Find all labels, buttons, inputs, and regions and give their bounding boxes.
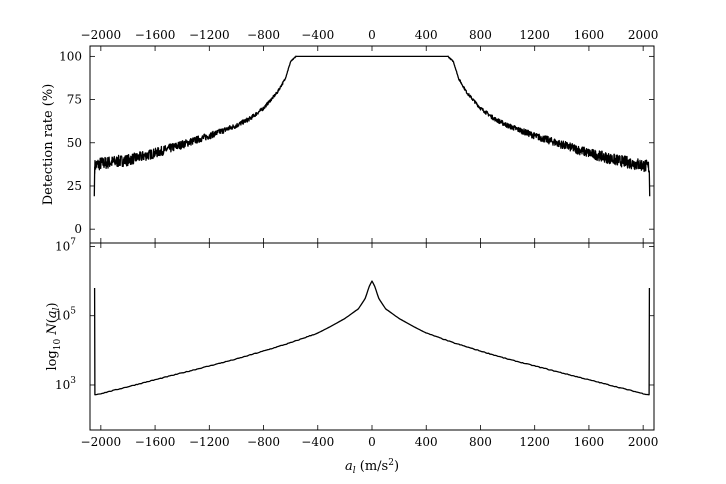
top-x-tick-label: 1200	[519, 28, 550, 42]
bottom-panel-x-ticks: −2000 −1600 −1200 −800 −400 0 400 800 1200 1600 20…	[81, 243, 659, 449]
top-x-tick-label: −400	[301, 28, 334, 42]
top-x-tick-label: −1600	[135, 28, 176, 42]
bot-y-tick-exponent: 7	[70, 237, 76, 247]
bottom-y-label-close: )	[45, 302, 60, 307]
count-series-line	[93, 280, 651, 396]
top-panel-x-ticks: −2000 −1600 −1200 −800 −400 0 400 800 1200 1600 20…	[81, 28, 659, 243]
bottom-y-label-l: l	[52, 307, 62, 310]
bot-x-tick-label: 1200	[519, 435, 550, 449]
bottom-panel-y-axis-label: log10 N(al)	[45, 302, 63, 370]
bot-y-tick-label: 103	[55, 376, 76, 392]
bot-y-tick-exponent: 3	[70, 376, 76, 386]
top-x-tick-label: −2000	[81, 28, 122, 42]
bottom-panel-frame	[89, 242, 655, 431]
top-y-tick-label: 100	[59, 49, 82, 63]
detection-rate-series-line	[93, 55, 651, 197]
bot-x-tick-label: −2000	[81, 435, 122, 449]
bot-x-tick-label: −1600	[135, 435, 176, 449]
bottom-y-label-paren: (	[45, 318, 60, 323]
bot-x-tick-label: 0	[368, 435, 376, 449]
top-x-tick-label: 400	[415, 28, 438, 42]
top-y-tick-label: 25	[67, 179, 82, 193]
bot-x-tick-label: −800	[247, 435, 280, 449]
top-y-tick-label: 75	[67, 93, 82, 107]
bot-x-tick-label: −400	[301, 435, 334, 449]
bot-y-tick-exponent: 5	[70, 307, 76, 317]
x-label-units: (m/s	[356, 459, 389, 474]
count-panel: −2000 −1600 −1200 −800 −400 0 400 800 1200 1600 20…	[45, 237, 658, 476]
bot-x-tick-label: 800	[469, 435, 492, 449]
bottom-y-label-a: a	[45, 310, 60, 318]
top-x-tick-label: 800	[469, 28, 492, 42]
top-x-tick-label: −800	[247, 28, 280, 42]
bottom-panel-x-axis-label: al (m/s2)	[345, 458, 399, 476]
top-panel-y-axis-label: Detection rate (%)	[41, 84, 56, 206]
bot-x-tick-label: −1200	[189, 435, 230, 449]
x-label-close: )	[394, 459, 399, 474]
top-y-tick-label: 50	[67, 136, 82, 150]
bot-x-tick-label: 400	[415, 435, 438, 449]
top-x-tick-label: −1200	[189, 28, 230, 42]
bot-x-tick-label: 1600	[574, 435, 605, 449]
bottom-y-label-subscript: 10	[53, 339, 63, 351]
x-label-a: a	[345, 459, 353, 474]
bottom-y-label-n: N	[45, 323, 60, 339]
x-label-l: l	[353, 466, 356, 476]
bot-x-tick-label: 2000	[628, 435, 659, 449]
x-label-exp: 2	[388, 458, 394, 468]
top-x-tick-label: 1600	[574, 28, 605, 42]
top-x-tick-label: 2000	[628, 28, 659, 42]
top-panel-y-ticks: 0 25 50 75 100	[59, 49, 654, 236]
detection-rate-panel: −2000 −1600 −1200 −800 −400 0 400 800 1200 1600 20…	[41, 28, 659, 244]
bot-y-tick-label: 107	[55, 237, 76, 253]
bottom-y-label-log: log	[45, 350, 60, 370]
top-y-tick-label: 0	[74, 222, 82, 236]
top-x-tick-label: 0	[368, 28, 376, 42]
